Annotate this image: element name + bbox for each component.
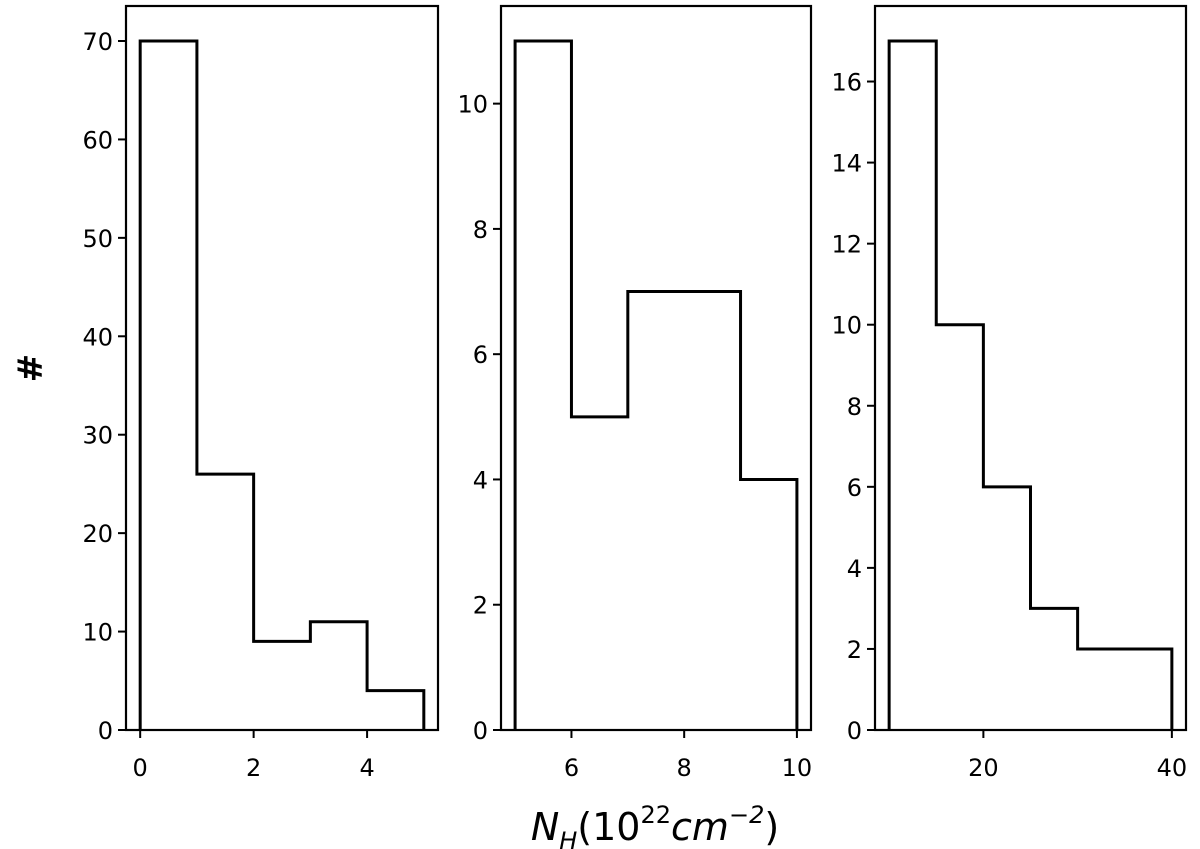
histogram-bin — [367, 691, 424, 730]
y-tick-label: 20 — [82, 520, 113, 548]
y-tick-label: 60 — [82, 126, 113, 154]
x-axis-label-exponent: 22 — [640, 801, 671, 829]
x-axis-label-open: (10 — [577, 805, 640, 849]
y-tick-label: 14 — [831, 150, 862, 178]
y-tick-label: 10 — [457, 91, 488, 119]
panel-3: 0 2 4 6 8 10 12 14 16 20 40 — [831, 4, 1188, 782]
y-tick-label: 10 — [82, 619, 113, 647]
histogram-bin — [983, 487, 1030, 730]
y-tick-label: 10 — [831, 312, 862, 340]
histogram-bin — [684, 292, 740, 730]
y-tick-label: 2 — [847, 636, 862, 664]
histogram-bin — [140, 41, 197, 730]
y-tick-label: 8 — [847, 393, 862, 421]
x-tick-label: 2 — [246, 754, 261, 782]
y-tick-label: 16 — [831, 69, 862, 97]
histogram-bin — [310, 622, 367, 730]
y-tick-label: 0 — [473, 717, 488, 745]
histogram-bin — [1031, 608, 1078, 730]
x-axis-label-unit-exponent: −2 — [729, 801, 764, 829]
x-tick-label: 20 — [968, 754, 999, 782]
histogram-bin — [936, 325, 983, 730]
x-tick-label: 6 — [564, 754, 579, 782]
histogram-step-line — [513, 39, 799, 730]
y-tick-label: 4 — [847, 555, 862, 583]
histogram-bin — [571, 417, 627, 730]
y-tick-label: 12 — [831, 231, 862, 259]
histogram-step-line — [138, 39, 426, 730]
panel-2: 0 2 4 6 8 10 6 8 10 — [457, 4, 813, 782]
y-tick-label: 4 — [473, 466, 488, 494]
histogram-bin — [889, 41, 936, 730]
y-tick-label: 2 — [473, 592, 488, 620]
y-axis-label: # — [11, 354, 51, 383]
x-axis-label-symbol: N — [531, 805, 559, 849]
x-tick-label: 10 — [782, 754, 813, 782]
axes-frame — [873, 4, 1188, 732]
x-tick-label: 4 — [359, 754, 374, 782]
y-tick-label: 0 — [847, 717, 862, 745]
panel-1: 0 10 20 30 40 50 60 70 0 2 4 — [82, 4, 440, 782]
histogram-bin — [515, 41, 571, 730]
x-tick-label: 0 — [133, 754, 148, 782]
x-axis-label: NH(1022cm−2) — [531, 801, 779, 849]
x-tick-label: 8 — [677, 754, 692, 782]
x-axis-label-unit: cm — [671, 805, 729, 849]
y-tick-label: 0 — [98, 717, 113, 745]
y-tick-label: 6 — [847, 474, 862, 502]
histogram-bin — [741, 479, 797, 730]
x-axis-label-subscript: H — [559, 827, 577, 849]
histogram-bin — [197, 474, 254, 730]
x-tick-label: 40 — [1157, 754, 1188, 782]
x-axis-label-close: ) — [764, 805, 779, 849]
y-tick-label: 70 — [82, 28, 113, 56]
y-tick-label: 40 — [82, 323, 113, 351]
y-tick-label: 6 — [473, 341, 488, 369]
histogram-bin — [254, 641, 311, 730]
y-tick-label: 30 — [82, 422, 113, 450]
axes-frame — [499, 4, 813, 732]
histogram-step-line — [887, 39, 1174, 730]
y-tick-label: 50 — [82, 225, 113, 253]
histogram-bin — [1078, 649, 1172, 730]
axes-frame — [124, 4, 440, 732]
histogram-bin — [628, 292, 684, 730]
y-tick-label: 8 — [473, 216, 488, 244]
